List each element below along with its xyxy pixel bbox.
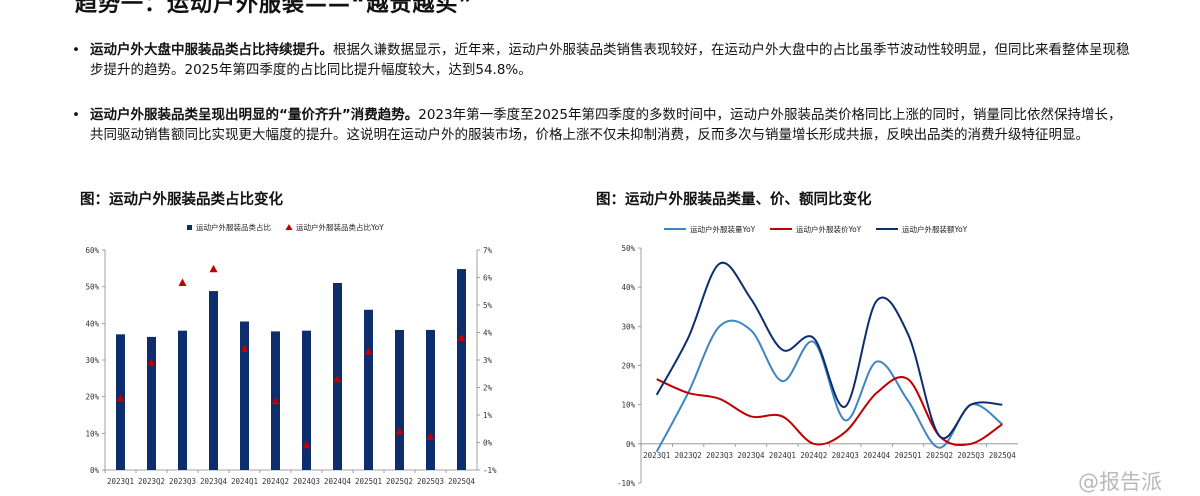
chart1-right-tick-label: 5% [483,301,493,310]
chart1-x-tick-label: 2024Q3 [293,477,320,486]
bullet-2: • 运动户外服装品类呈现出明显的“量价齐升”消费趋势。2023年第一季度至202… [72,105,1132,145]
page-title: 趋势一：运动户外服装——“越贵越买” [75,0,474,17]
chart1-bar [364,309,373,470]
chart1-bar [457,269,466,470]
chart1-left-tick-label: 40% [85,319,99,328]
chart1-left-tick-label: 10% [85,429,99,438]
chart1-yoy-marker [426,432,435,440]
chart2-legend-label: 运动户外服装量YoY [690,224,756,234]
chart1-bar [395,329,404,470]
chart1-right-tick-label: -1% [483,466,497,475]
chart1-yoy-marker [364,347,373,355]
chart2-x-tick-label: 2024Q4 [863,451,891,460]
bullet-dot-icon: • [72,42,80,58]
chart2-x-tick-label: 2025Q3 [957,451,984,460]
chart1-x-tick-label: 2025Q4 [448,477,476,486]
chart1-legend-marker-icon [285,224,293,230]
chart1-left-tick-label: 60% [85,246,99,255]
chart1-yoy-marker [147,358,156,366]
chart2-x-tick-label: 2025Q4 [989,451,1017,460]
chart1-x-tick-label: 2025Q1 [355,477,382,486]
chart1-x-tick-label: 2025Q3 [417,477,444,486]
chart1-right-tick-label: 1% [483,411,493,420]
bullet-dot-icon: • [72,107,80,123]
chart1-legend-marker-label: 运动户外服装品类占比YoY [296,222,384,232]
watermark: @报告派 [1078,470,1162,494]
chart1-yoy-marker [116,394,125,402]
chart2-y-tick-label: 0% [626,440,636,449]
chart1-x-tick-label: 2024Q4 [324,477,352,486]
chart1-title: 图：运动户外服装品类占比变化 [80,192,283,208]
chart2-x-tick-label: 2023Q3 [706,451,733,460]
chart1-right-tick-label: 7% [483,246,493,255]
chart2-x-tick-label: 2025Q1 [894,451,921,460]
chart1-left-tick-label: 20% [85,393,99,402]
chart1-x-tick-label: 2023Q4 [200,477,228,486]
chart1-right-tick-label: 3% [483,356,493,365]
bullet-2-text: 2023年第一季度至2025年第四季度的多数时间中，运动户外服装品类价格同比上涨… [90,107,1122,143]
chart1-yoy-marker [271,396,280,405]
chart2-y-tick-label: -10% [617,479,636,488]
chart1-legend-bar-icon [187,225,192,230]
chart1-x-tick-label: 2025Q2 [386,477,413,486]
chart1-bar [240,321,249,470]
chart2-y-tick-label: 40% [621,283,635,292]
chart1-yoy-marker [240,344,249,352]
chart2-x-tick-label: 2024Q3 [832,451,859,460]
chart1-right-tick-label: 0% [483,439,493,448]
chart2-y-tick-label: 10% [621,401,635,410]
chart1-legend-bar-label: 运动户外服装品类占比 [196,222,271,232]
chart1-yoy-marker [302,440,311,449]
chart2-legend-label: 运动户外服装价YoY [796,224,862,234]
chart1-x-tick-label: 2023Q2 [138,477,165,486]
chart2-legend-label: 运动户外服装额YoY [902,224,968,234]
chart2-x-tick-label: 2025Q2 [926,451,953,460]
chart1-bar [209,291,218,470]
chart1-bar [147,336,156,470]
chart1-bar [302,330,311,470]
chart1-left-tick-label: 30% [85,356,99,365]
chart1-x-tick-label: 2023Q1 [107,477,134,486]
chart2-y-tick-label: 20% [621,362,635,371]
chart2-title: 图：运动户外服装品类量、价、额同比变化 [596,192,872,208]
chart1-right-tick-label: 2% [483,384,493,393]
chart1-left-tick-label: 50% [85,283,99,292]
bullet-1: • 运动户外大盘中服装品类占比持续提升。根据久谦数据显示，近年来，运动户外服装品… [72,40,1132,80]
chart2-x-tick-label: 2023Q4 [737,451,765,460]
chart1-yoy-marker [209,264,218,273]
bullet-2-bold: 运动户外服装品类呈现出明显的“量价齐升”消费趋势。 [90,107,419,123]
chart1-yoy-marker [178,278,187,286]
chart1-x-tick-label: 2024Q1 [231,477,258,486]
chart1-yoy-marker [333,374,342,383]
chart1-bar [116,334,125,470]
chart1-x-tick-label: 2023Q3 [169,477,196,486]
chart2-y-tick-label: 30% [621,322,635,331]
chart1-left-tick-label: 0% [90,466,100,475]
bullet-1-text: 根据久谦数据显示，近年来，运动户外服装品类销售表现较好，在运动户外大盘中的占比虽… [90,42,1130,78]
chart1-x-tick-label: 2024Q2 [262,477,289,486]
chart1-bar [426,329,435,470]
chart1-yoy-marker [395,427,404,435]
chart2-y-tick-label: 50% [621,244,635,253]
chart1-bar [178,330,187,470]
chart1-yoy-marker [457,333,466,341]
chart2-line-amount [655,261,1003,440]
chart2-x-tick-label: 2024Q2 [800,451,827,460]
chart2-x-tick-label: 2023Q1 [643,451,670,460]
chart1-right-tick-label: 4% [483,329,493,338]
chart2-x-tick-label: 2023Q2 [675,451,702,460]
bullet-1-bold: 运动户外大盘中服装品类占比持续提升。 [90,42,333,58]
chart2-x-tick-label: 2024Q1 [769,451,796,460]
chart1-right-tick-label: 6% [483,274,493,283]
